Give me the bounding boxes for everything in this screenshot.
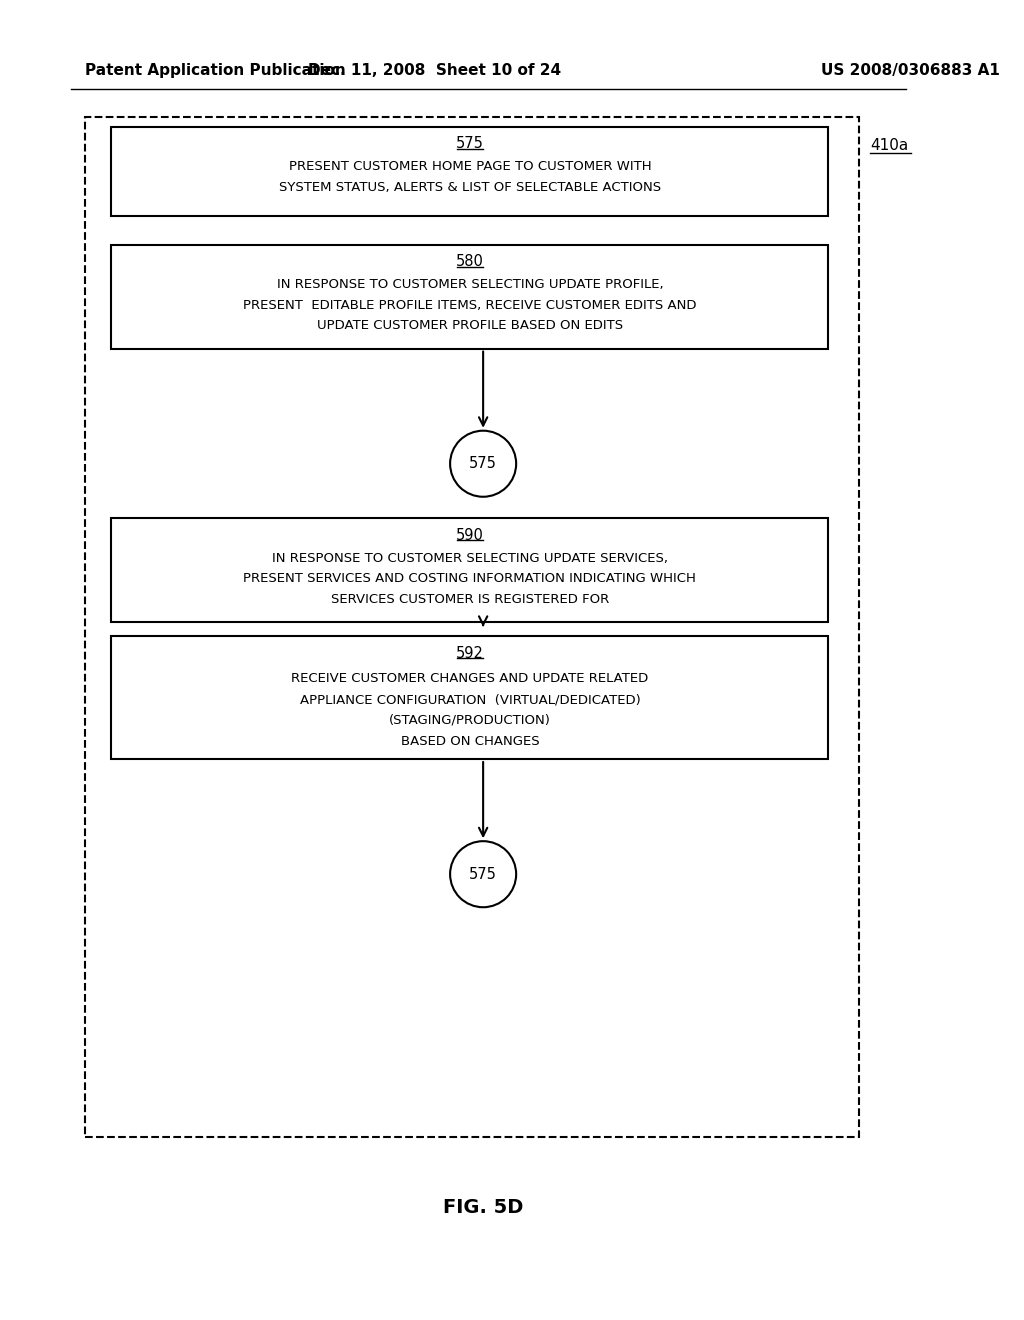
Text: BASED ON CHANGES: BASED ON CHANGES (400, 735, 540, 747)
Text: PRESENT SERVICES AND COSTING INFORMATION INDICATING WHICH: PRESENT SERVICES AND COSTING INFORMATION… (244, 573, 696, 585)
Text: PRESENT CUSTOMER HOME PAGE TO CUSTOMER WITH: PRESENT CUSTOMER HOME PAGE TO CUSTOMER W… (289, 160, 651, 173)
Text: SYSTEM STATUS, ALERTS & LIST OF SELECTABLE ACTIONS: SYSTEM STATUS, ALERTS & LIST OF SELECTAB… (279, 181, 660, 194)
FancyBboxPatch shape (112, 519, 828, 622)
FancyBboxPatch shape (112, 636, 828, 759)
Text: IN RESPONSE TO CUSTOMER SELECTING UPDATE SERVICES,: IN RESPONSE TO CUSTOMER SELECTING UPDATE… (272, 552, 668, 565)
FancyBboxPatch shape (112, 127, 828, 216)
Text: SERVICES CUSTOMER IS REGISTERED FOR: SERVICES CUSTOMER IS REGISTERED FOR (331, 593, 609, 606)
Text: 575: 575 (456, 136, 484, 152)
Text: (STAGING/PRODUCTION): (STAGING/PRODUCTION) (389, 714, 551, 727)
Text: PRESENT  EDITABLE PROFILE ITEMS, RECEIVE CUSTOMER EDITS AND: PRESENT EDITABLE PROFILE ITEMS, RECEIVE … (243, 298, 696, 312)
Text: 575: 575 (469, 457, 497, 471)
Text: Dec. 11, 2008  Sheet 10 of 24: Dec. 11, 2008 Sheet 10 of 24 (307, 63, 560, 78)
Text: 575: 575 (469, 867, 497, 882)
Text: RECEIVE CUSTOMER CHANGES AND UPDATE RELATED: RECEIVE CUSTOMER CHANGES AND UPDATE RELA… (291, 672, 648, 685)
Text: Patent Application Publication: Patent Application Publication (85, 63, 346, 78)
Text: IN RESPONSE TO CUSTOMER SELECTING UPDATE PROFILE,: IN RESPONSE TO CUSTOMER SELECTING UPDATE… (276, 279, 664, 290)
Text: 590: 590 (456, 528, 484, 543)
Text: FIG. 5D: FIG. 5D (443, 1197, 523, 1217)
Text: APPLIANCE CONFIGURATION  (VIRTUAL/DEDICATED): APPLIANCE CONFIGURATION (VIRTUAL/DEDICAT… (300, 693, 640, 706)
Text: 410a: 410a (870, 139, 908, 153)
Text: 592: 592 (456, 645, 484, 661)
Text: 580: 580 (456, 255, 484, 269)
Text: UPDATE CUSTOMER PROFILE BASED ON EDITS: UPDATE CUSTOMER PROFILE BASED ON EDITS (316, 319, 623, 333)
Text: US 2008/0306883 A1: US 2008/0306883 A1 (821, 63, 999, 78)
FancyBboxPatch shape (112, 244, 828, 348)
